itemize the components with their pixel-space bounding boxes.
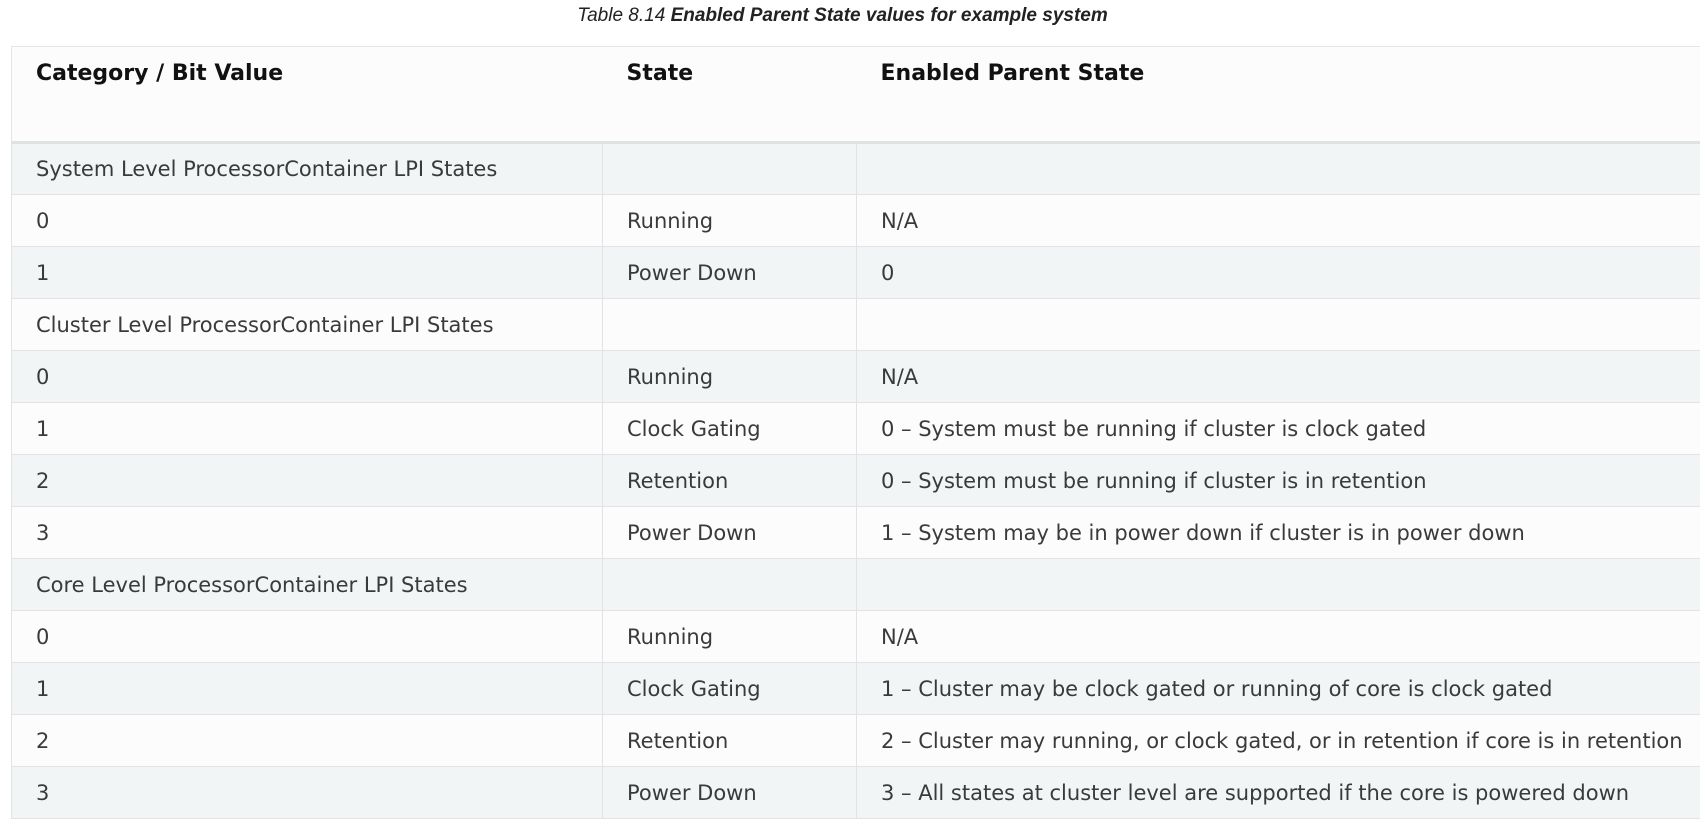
cell-state: Running [602, 194, 857, 247]
cell-enabled-parent-state [856, 558, 1700, 611]
header-row: Category / Bit Value State Enabled Paren… [11, 46, 1700, 144]
cell-state: Running [602, 350, 857, 403]
cell-category: 0 [11, 610, 603, 663]
cell-state: Clock Gating [602, 402, 857, 455]
table-number: Table 8.14 [577, 5, 666, 26]
cell-enabled-parent-state [856, 298, 1700, 351]
cell-state [602, 558, 857, 611]
table-row: 1 Clock Gating 1 – Cluster may be clock ga… [11, 662, 1700, 715]
table-row: 3 Power Down 1 – System may be in power do… [11, 506, 1700, 559]
table-row: Cluster Level ProcessorContainer LPI Sta… [11, 298, 1700, 351]
cell-category: 2 [11, 714, 603, 767]
column-header-category: Category / Bit Value [11, 46, 603, 144]
cell-state: Clock Gating [602, 662, 857, 715]
column-header-state: State [602, 46, 857, 144]
cell-state: Running [602, 610, 857, 663]
table-row: 1 Power Down 0 [11, 246, 1700, 299]
table-row: 2 Retention 0 – System must be running if … [11, 454, 1700, 507]
cell-category: 1 [11, 662, 603, 715]
cell-enabled-parent-state: N/A [856, 194, 1700, 247]
cell-state: Power Down [602, 766, 857, 819]
cell-category: 3 [11, 506, 603, 559]
cell-state [602, 142, 857, 195]
enabled-parent-state-table: Category / Bit Value State Enabled Paren… [11, 46, 1700, 819]
cell-state: Power Down [602, 246, 857, 299]
cell-enabled-parent-state: N/A [856, 350, 1700, 403]
table-row: 2 Retention 2 – Cluster may running, or cl… [11, 714, 1700, 767]
cell-category: Core Level ProcessorContainer LPI States [11, 558, 603, 611]
cell-state: Retention [602, 714, 857, 767]
cell-enabled-parent-state: 0 – System must be running if cluster is… [856, 454, 1700, 507]
table-row: 1 Clock Gating 0 – System must be running … [11, 402, 1700, 455]
cell-category: 3 [11, 766, 603, 819]
cell-enabled-parent-state: 1 – Cluster may be clock gated or runnin… [856, 662, 1700, 715]
table-row: 0 Running N/A [11, 194, 1700, 247]
cell-category: System Level ProcessorContainer LPI Stat… [11, 142, 603, 195]
table-body: System Level ProcessorContainer LPI Stat… [11, 142, 1700, 819]
cell-enabled-parent-state: 0 [856, 246, 1700, 299]
cell-category: 1 [11, 246, 603, 299]
cell-category: 0 [11, 350, 603, 403]
table-row: 3 Power Down 3 – All states at cluster lev… [11, 766, 1700, 819]
cell-category: Cluster Level ProcessorContainer LPI Sta… [11, 298, 603, 351]
cell-enabled-parent-state [856, 142, 1700, 195]
cell-enabled-parent-state: N/A [856, 610, 1700, 663]
cell-enabled-parent-state: 3 – All states at cluster level are supp… [856, 766, 1700, 819]
cell-category: 0 [11, 194, 603, 247]
table-row: Core Level ProcessorContainer LPI States [11, 558, 1700, 611]
cell-category: 2 [11, 454, 603, 507]
cell-state [602, 298, 857, 351]
cell-state: Power Down [602, 506, 857, 559]
column-header-enabled-parent-state: Enabled Parent State [856, 46, 1700, 144]
cell-category: 1 [11, 402, 603, 455]
table-row: 0 Running N/A [11, 350, 1700, 403]
table-row: 0 Running N/A [11, 610, 1700, 663]
table-caption: Table 8.14 Enabled Parent State values f… [0, 4, 1685, 28]
table-title: Enabled Parent State values for example … [670, 5, 1108, 26]
cell-state: Retention [602, 454, 857, 507]
cell-enabled-parent-state: 2 – Cluster may running, or clock gated,… [856, 714, 1700, 767]
cell-enabled-parent-state: 1 – System may be in power down if clust… [856, 506, 1700, 559]
table-row: System Level ProcessorContainer LPI Stat… [11, 142, 1700, 195]
cell-enabled-parent-state: 0 – System must be running if cluster is… [856, 402, 1700, 455]
